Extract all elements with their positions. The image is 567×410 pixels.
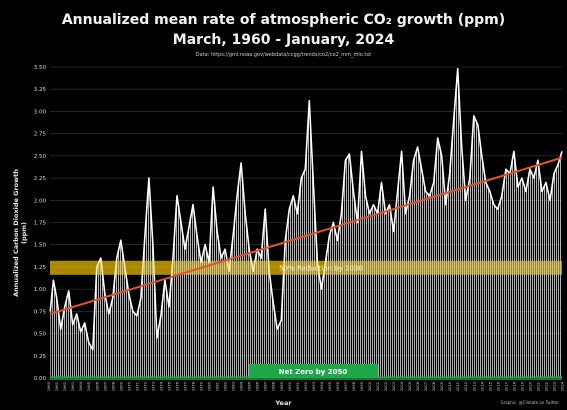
x-tick-label: 1966 — [95, 381, 99, 391]
y-tick-label: 2.00 — [34, 198, 47, 204]
x-tick-label: 1978 — [192, 381, 196, 391]
y-tick-label: 1.25 — [34, 265, 47, 271]
x-tick-label: 1980 — [208, 381, 212, 391]
x-tick-label: 2024 — [561, 381, 565, 391]
y-tick-label: 1.50 — [34, 243, 47, 249]
chart-subtitle: March, 1960 - January, 2024 — [172, 32, 395, 48]
x-tick-label: 2006 — [416, 381, 420, 391]
x-tick-label: 2020 — [528, 381, 532, 391]
y-tick-label: 0.75 — [34, 309, 47, 315]
x-tick-label: 1998 — [352, 381, 356, 391]
x-tick-label: 1965 — [87, 382, 91, 391]
x-tick-label: 2016 — [496, 381, 500, 391]
series-line — [49, 68, 563, 351]
x-tick-label: 1995 — [328, 382, 332, 391]
x-tick-label: 1977 — [183, 382, 187, 391]
x-tick-label: 1972 — [143, 382, 147, 391]
x-tick-label: 2023 — [552, 382, 556, 391]
x-tick-label: 1971 — [135, 382, 139, 391]
x-tick-label: 1975 — [167, 382, 171, 391]
chart-title: Annualized mean rate of atmospheric CO₂ … — [61, 12, 506, 28]
x-tick-label: 1960 — [47, 381, 51, 391]
x-tick-label: 1970 — [127, 381, 131, 391]
y-tick-label: 3.50 — [34, 65, 47, 71]
y-tick-label: 2.25 — [34, 176, 47, 182]
x-tick-label: 1962 — [63, 382, 67, 391]
x-tick-label: 1988 — [272, 381, 276, 391]
x-tick-label: 2010 — [448, 381, 452, 391]
x-tick-label: 2008 — [432, 381, 436, 391]
x-tick-label: 2012 — [464, 382, 468, 391]
x-tick-label: 1964 — [79, 381, 83, 391]
x-tick-label: 1976 — [175, 381, 179, 391]
x-tick-label: 1999 — [360, 381, 364, 391]
x-tick-label: 1981 — [216, 382, 220, 391]
x-tick-label: 1994 — [320, 381, 324, 391]
x-axis-label: Year — [275, 399, 292, 407]
x-tick-label: 1973 — [151, 382, 155, 391]
y-tick-label: 1.75 — [34, 221, 47, 227]
reduction-label: 50% Reduction by 2030 — [279, 264, 363, 272]
x-tick-label: 2011 — [456, 382, 460, 391]
x-tick-label: 1968 — [111, 381, 115, 391]
x-tick-label: 2003 — [392, 382, 396, 391]
y-tick-label: 2.75 — [34, 132, 47, 138]
x-tick-label: 1989 — [280, 381, 284, 391]
x-tick-label: 2001 — [376, 382, 380, 391]
y-tick-label: 0.25 — [34, 354, 47, 360]
x-tick-label: 1985 — [248, 382, 252, 391]
x-tick-label: 2005 — [408, 382, 412, 391]
x-tick-label: 2018 — [512, 381, 516, 391]
x-tick-label: 2002 — [384, 382, 388, 391]
y-tick-label: 3.25 — [34, 87, 47, 93]
x-tick-label: 2021 — [536, 382, 540, 391]
net-zero-box — [249, 364, 378, 378]
x-tick-label: 2004 — [400, 381, 404, 391]
x-tick-label: 2015 — [488, 382, 492, 391]
y-tick-label: 2.50 — [34, 154, 47, 160]
x-tick-label: 1993 — [312, 382, 316, 391]
x-tick-label: 1986 — [256, 381, 260, 391]
y-tick-label: 0.50 — [34, 332, 47, 338]
x-tick-label: 1984 — [240, 381, 244, 391]
x-tick-label: 1997 — [344, 382, 348, 391]
x-tick-label: 1992 — [304, 382, 308, 391]
trend-line — [49, 156, 563, 315]
graphic-credit: Graphic: @Climate on Twitter — [500, 400, 559, 405]
data-source: Data: https://gml.noaa.gov/webdata/ccgg/… — [195, 52, 372, 58]
x-tick-label: 2013 — [472, 382, 476, 391]
x-tick-label: 1983 — [232, 382, 236, 391]
x-tick-label: 1990 — [288, 381, 292, 391]
x-tick-label: 2014 — [480, 381, 484, 391]
x-tick-label: 2007 — [424, 382, 428, 391]
series-area — [50, 68, 562, 379]
x-tick-label: 1982 — [224, 382, 228, 391]
x-tick-label: 1991 — [296, 382, 300, 391]
x-tick-label: 2000 — [368, 381, 372, 391]
net-zero-label: Net Zero by 2050 — [279, 368, 348, 376]
x-tick-label: 1974 — [159, 381, 163, 391]
reduction-band-overlay — [50, 260, 562, 275]
x-tick-label: 1961 — [55, 382, 59, 391]
x-tick-label: 2019 — [520, 381, 524, 391]
x-tick-label: 1996 — [336, 381, 340, 391]
x-tick-label: 1987 — [264, 382, 268, 391]
x-tick-label: 1979 — [200, 381, 204, 391]
x-tick-label: 2017 — [504, 382, 508, 391]
x-tick-label: 1969 — [119, 381, 123, 391]
y-tick-label: 1.00 — [34, 287, 47, 293]
x-tick-label: 2022 — [544, 382, 548, 391]
x-tick-label: 1967 — [103, 382, 107, 391]
y-tick-label: 0.00 — [34, 376, 47, 382]
y-tick-label: 3.00 — [34, 109, 47, 115]
x-tick-label: 1963 — [71, 382, 75, 391]
x-tick-label: 2009 — [440, 381, 444, 391]
